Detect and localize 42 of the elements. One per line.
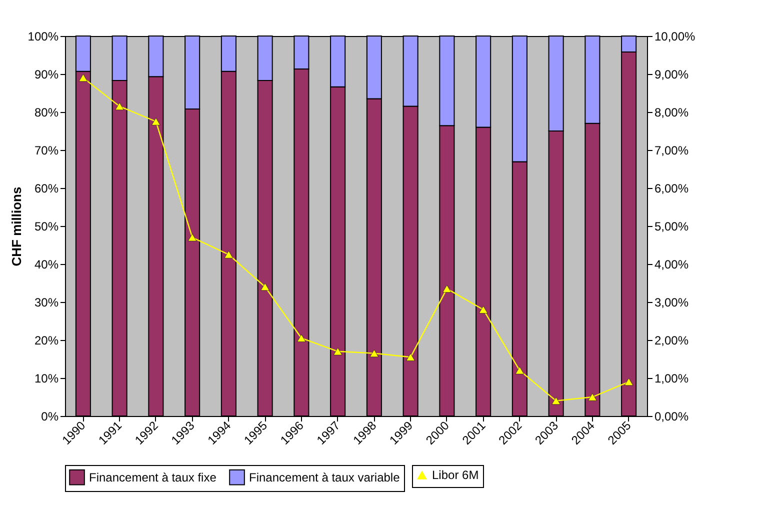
y2-tick-label: 0,00% <box>654 410 689 424</box>
y-axis-title: CHF millions <box>8 186 24 266</box>
y2-tick-label: 9,00% <box>654 68 689 82</box>
point <box>515 366 524 374</box>
point <box>624 378 634 386</box>
point <box>478 306 488 314</box>
y-tick-label: 70% <box>34 144 59 158</box>
y2-tick-label: 8,00% <box>654 106 689 120</box>
point <box>115 102 124 110</box>
point <box>552 397 560 405</box>
y2-tick-label: 5,00% <box>654 220 689 234</box>
point <box>224 250 234 258</box>
y2-tick-label: 4,00% <box>654 258 689 272</box>
y-tick-label: 20% <box>34 334 59 348</box>
y-tick-label: 80% <box>34 106 59 120</box>
point <box>406 353 415 361</box>
point <box>78 74 88 82</box>
y2-tick-label: 6,00% <box>654 182 689 196</box>
point <box>370 350 379 358</box>
y-tick-label: 50% <box>34 220 59 234</box>
y-tick-label: 100% <box>28 30 59 44</box>
y2-tick-label: 1,00% <box>654 372 689 386</box>
y-tick-label: 90% <box>34 68 59 82</box>
legend-label: Financement à taux fixe <box>89 470 217 484</box>
point <box>588 393 597 401</box>
point <box>152 118 160 126</box>
point <box>442 284 452 292</box>
y-tick-label: 60% <box>34 182 59 196</box>
y-tick-label: 30% <box>34 296 59 310</box>
y2-tick-label: 10,00% <box>654 30 696 44</box>
y2-tick-label: 7,00% <box>654 144 689 158</box>
legend-label: Financement à taux variable <box>249 470 400 484</box>
y-tick-label: 10% <box>34 372 59 386</box>
y2-tick-label: 3,00% <box>654 296 689 310</box>
point <box>297 334 306 342</box>
point <box>188 234 197 242</box>
legend-label: Libor 6M <box>432 468 479 482</box>
point <box>333 348 342 356</box>
point <box>260 283 270 291</box>
y2-tick-label: 2,00% <box>654 334 689 348</box>
y-tick-label: 0% <box>41 410 59 424</box>
y-tick-label: 40% <box>34 258 59 272</box>
